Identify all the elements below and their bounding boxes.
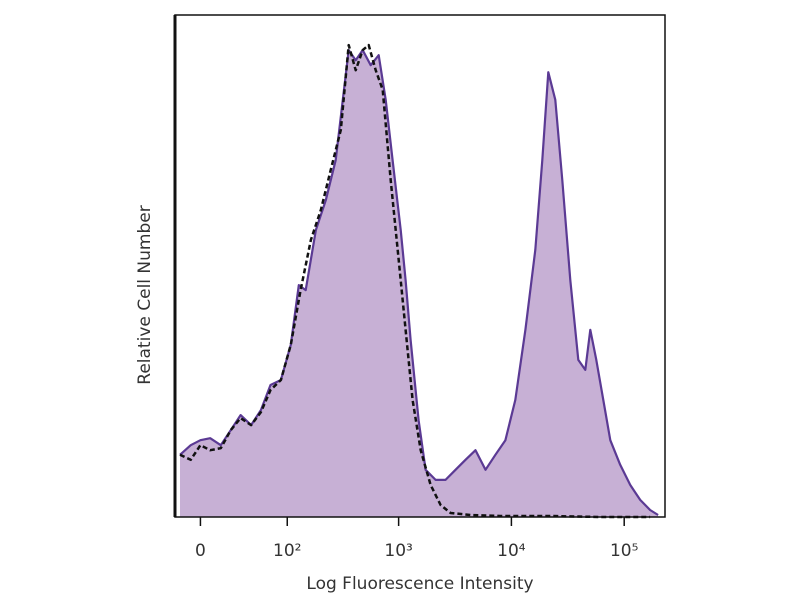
histogram-line [179, 43, 651, 519]
x-tick-label: 0 [195, 541, 206, 561]
x-tick-label: 10³ [384, 541, 412, 561]
x-axis-label: Log Fluorescence Intensity [306, 574, 533, 594]
x-tick-label: 10⁵ [610, 541, 638, 561]
x-tick-label: 10² [273, 541, 301, 561]
x-tick-label: 10⁴ [497, 541, 526, 561]
histogram-line [179, 49, 659, 516]
histogram-area [180, 50, 659, 517]
y-axis-label: Relative Cell Number [135, 205, 155, 384]
